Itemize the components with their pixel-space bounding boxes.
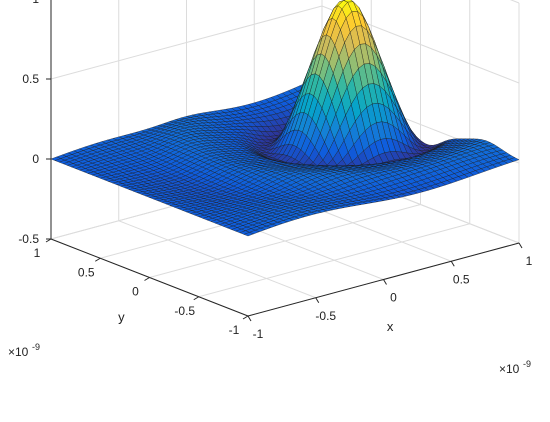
z-tick-label: -0.5 (18, 232, 39, 246)
y-axis-label: y (118, 309, 125, 324)
y-tick-mark (193, 296, 200, 301)
x-tick-label: 0 (390, 291, 397, 305)
x-axis-label: x (387, 319, 394, 334)
x-axis-multiplier: ×10 -9 (499, 359, 531, 376)
x-tick-mark (247, 315, 252, 322)
y-tick-label: -1 (229, 323, 240, 337)
axes-box (45, 0, 523, 322)
axis-labels: -1-0.500.51-1-0.500.51-0.500.51xy×10-9×1… (8, 0, 533, 376)
x-tick-label: 0.5 (453, 272, 470, 286)
x-tick-mark (518, 242, 523, 249)
y-axis-multiplier-base: ×10 (8, 345, 29, 359)
y-tick-label: 0.5 (78, 265, 95, 279)
z-tick-label: 0.5 (22, 72, 39, 86)
y-tick-mark (242, 315, 249, 320)
surface-mesh (50, 0, 520, 237)
y-tick-label: -0.5 (174, 304, 195, 318)
x-axis-multiplier-base: ×10 (499, 362, 520, 376)
x-tick-mark (450, 260, 455, 267)
x-axis-multiplier-exponent: -9 (523, 359, 531, 369)
floor-gridline (149, 204, 421, 278)
y-axis-multiplier-exponent: -9 (32, 342, 40, 352)
y-tick-mark (144, 277, 150, 281)
y-tick-mark (94, 257, 101, 262)
x-tick-mark (315, 297, 320, 304)
x-tick-label: -1 (253, 327, 264, 341)
x-tick-label: 1 (526, 254, 533, 268)
wall-gridline (50, 5, 323, 80)
y-axis-multiplier: ×10 -9 (8, 342, 40, 359)
x-tick-label: -0.5 (315, 309, 336, 323)
surface-facet (243, 232, 254, 237)
x-tick-mark (383, 279, 387, 285)
y-tick-label: 0 (132, 285, 139, 299)
y-tick-label: 1 (34, 246, 41, 260)
z-tick-label: 0 (32, 152, 39, 166)
z-tick-label: 1 (32, 0, 39, 6)
